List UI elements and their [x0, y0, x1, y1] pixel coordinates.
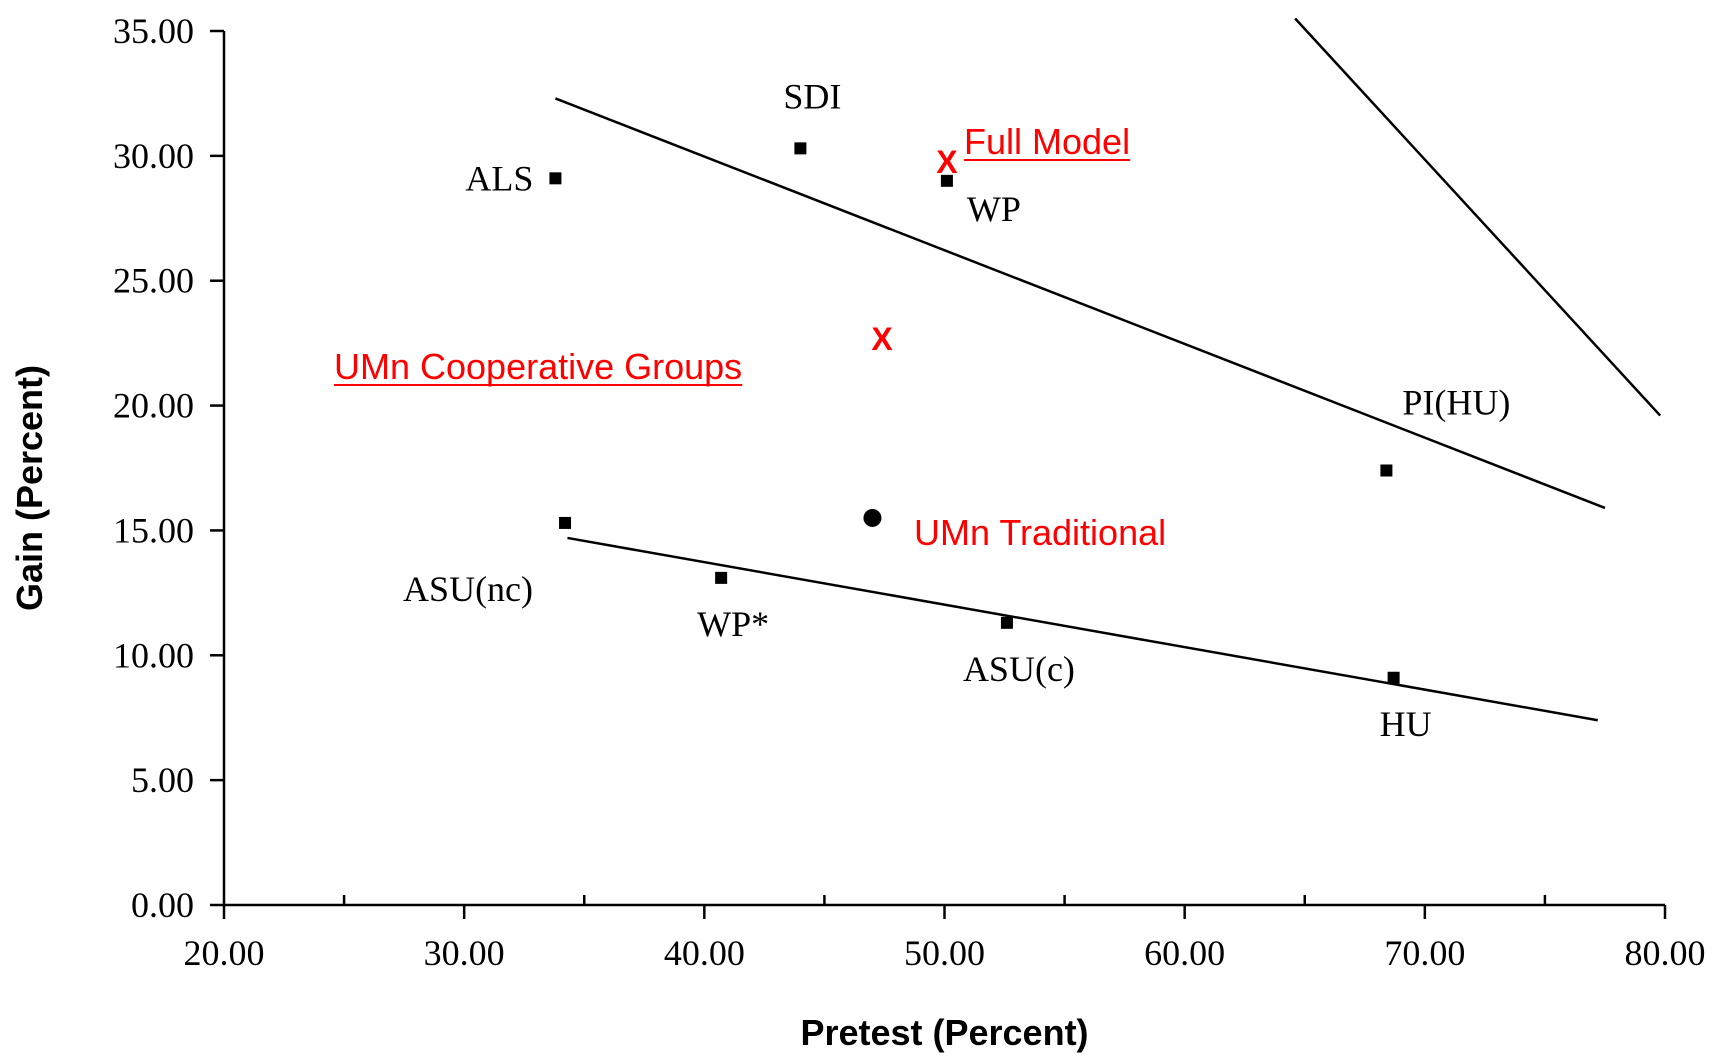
highlight-label: UMn Cooperative Groups [334, 346, 742, 387]
y-tick-label: 5.00 [131, 760, 194, 800]
data-point-label: ASU(c) [963, 649, 1075, 689]
x-tick-label: 70.00 [1384, 933, 1465, 973]
y-tick-label: 35.00 [113, 11, 194, 51]
x-ticks: 20.00 30.00 40.00 50.00 60.00 70.00 80.00 [184, 895, 1706, 973]
x-tick-label: 50.00 [904, 933, 985, 973]
data-point-marker [715, 571, 728, 584]
data-point-label: WP* [697, 604, 769, 644]
trend-line [567, 536, 1598, 722]
data-point-label: PI(HU) [1402, 382, 1510, 422]
trend-line [554, 97, 1606, 510]
data-point-label: WP [967, 189, 1021, 229]
data-point-label: HU [1380, 704, 1432, 744]
y-tick-label: 20.00 [113, 386, 194, 426]
data-point-marker [1000, 616, 1013, 629]
data-point-marker [940, 174, 953, 187]
y-ticks: 0.00 5.00 10.00 15.00 20.00 25.00 30.00 35.00 [113, 11, 224, 925]
trend-line [1294, 17, 1662, 417]
data-point-label: ALS [465, 158, 533, 198]
y-tick-label: 25.00 [113, 261, 194, 301]
y-tick-label: 15.00 [113, 510, 194, 550]
data-point-label: ASU(nc) [403, 569, 533, 609]
highlight-label: UMn Traditional [914, 512, 1166, 553]
highlight-label: Full Model [964, 121, 1130, 162]
highlight-marker: X [936, 144, 958, 180]
x-tick-label: 20.00 [184, 933, 265, 973]
data-point-marker [1380, 464, 1393, 477]
trend-lines [554, 17, 1662, 722]
data-point-marker [1387, 671, 1400, 684]
x-tick-label: 40.00 [664, 933, 745, 973]
highlight-marker: X [871, 321, 893, 357]
data-point-marker [559, 516, 572, 529]
x-tick-label: 30.00 [424, 933, 505, 973]
data-point-marker [549, 172, 562, 185]
y-tick-label: 30.00 [113, 136, 194, 176]
data-points: ALS SDI WP PI(HU) ASU(nc) WP* ASU(c) HU [403, 76, 1510, 743]
x-tick-label: 60.00 [1144, 933, 1225, 973]
highlight-marker [863, 508, 882, 527]
y-tick-label: 10.00 [113, 635, 194, 675]
x-axis-title: Pretest (Percent) [800, 1012, 1088, 1053]
y-tick-label: 0.00 [131, 885, 194, 925]
data-point-label: SDI [783, 76, 841, 116]
y-axis-title: Gain (Percent) [9, 365, 50, 611]
data-point-marker [794, 142, 807, 155]
x-tick-label: 80.00 [1625, 933, 1706, 973]
